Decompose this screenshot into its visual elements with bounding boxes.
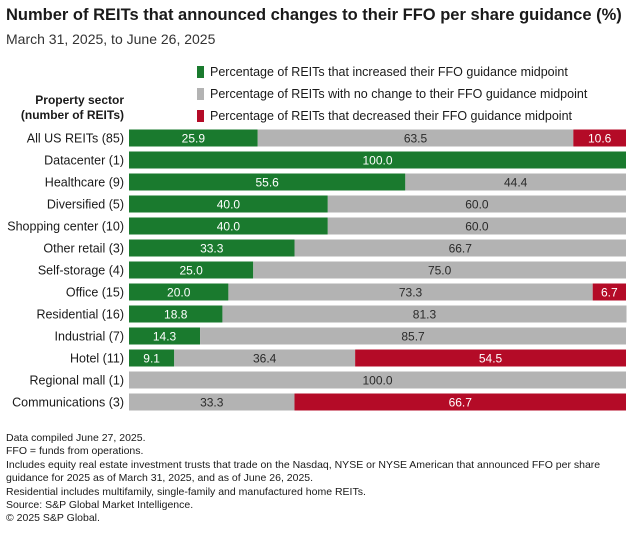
legend-swatch-no-change [197,88,204,100]
bar-residential-no-change [222,305,627,323]
data-label-office-decreased: 6.7 [601,286,618,300]
category-label-hotel: Hotel (11) [70,352,124,366]
footnote-copyright: © 2025 S&P Global. [6,512,100,525]
bar-other-retail-increased [129,239,295,257]
category-axis-header: Property sector (number of REITs) [0,93,124,123]
category-label-communications: Communications (3) [12,396,124,410]
data-label-shopping-center-no-change: 60.0 [465,220,489,234]
chart-subtitle: March 31, 2025, to June 26, 2025 [6,31,216,47]
legend-swatch-increased [197,66,204,78]
bar-communications-decreased [294,393,626,411]
legend-item-increased: Percentage of REITs that increased their… [197,61,587,83]
bar-office-increased [129,283,229,301]
footnote-residential: Residential includes multifamily, single… [6,485,366,498]
footnotes: Data compiled June 27, 2025. FFO = funds… [6,432,636,526]
data-label-hotel-decreased: 54.5 [479,352,503,366]
bar-hotel-decreased [355,349,626,367]
data-label-hotel-increased: 9.1 [143,352,160,366]
bar-communications-no-change [129,393,295,411]
legend-item-no-change: Percentage of REITs with no change to th… [197,83,587,105]
data-label-all-us-reits-increased: 25.9 [182,132,206,146]
category-axis-header-line2: (number of REITs) [20,108,124,122]
data-label-office-increased: 20.0 [167,286,191,300]
bar-self-storage-increased [129,261,254,279]
data-label-hotel-no-change: 36.4 [253,352,277,366]
bar-all-us-reits-decreased [573,129,626,147]
category-label-self-storage: Self-storage (4) [38,264,124,278]
category-label-residential: Residential (16) [36,308,124,322]
chart-legend: Percentage of REITs that increased their… [197,61,587,127]
legend-label-no-change: Percentage of REITs with no change to th… [210,87,588,101]
bar-shopping-center-no-change [327,217,626,235]
data-label-healthcare-increased: 55.6 [255,176,279,190]
bar-diversified-no-change [327,195,626,213]
bar-healthcare-increased [129,173,406,191]
footnote-ffo-definition: FFO = funds from operations. [6,445,144,458]
stacked-bar-chart: All US REITs (85) 25.9 63.5 10.6 Datacenter … [7,129,627,411]
data-label-residential-no-change: 81.3 [413,308,437,322]
category-label-datacenter: Datacenter (1) [44,154,124,168]
bar-regional-mall-no-change [129,371,626,389]
data-label-industrial-no-change: 85.7 [401,330,425,344]
category-label-diversified: Diversified (5) [47,198,124,212]
data-label-other-retail-increased: 33.3 [200,242,224,256]
bar-all-us-reits-no-change [257,129,574,147]
category-label-office: Office (15) [66,286,124,300]
footnote-scope: Includes equity real estate investment t… [6,458,601,485]
data-label-regional-mall-no-change: 100.0 [362,374,392,388]
data-label-self-storage-increased: 25.0 [179,264,203,278]
bar-office-no-change [228,283,593,301]
category-label-regional-mall: Regional mall (1) [30,374,124,388]
bar-other-retail-no-change [294,239,626,257]
bar-industrial-increased [129,327,201,345]
legend-swatch-decreased [197,110,204,122]
data-label-communications-decreased: 66.7 [449,396,473,410]
data-label-residential-increased: 18.8 [164,308,188,322]
data-label-industrial-increased: 14.3 [153,330,177,344]
category-label-industrial: Industrial (7) [55,330,124,344]
data-label-all-us-reits-no-change: 63.5 [404,132,428,146]
category-axis-header-line1: Property sector [35,93,124,107]
bar-residential-increased [129,305,223,323]
data-label-datacenter-increased: 100.0 [362,154,392,168]
category-label-healthcare: Healthcare (9) [45,176,124,190]
legend-label-increased: Percentage of REITs that increased their… [210,65,568,79]
bar-hotel-increased [129,349,175,367]
legend-item-decreased: Percentage of REITs that decreased their… [197,105,587,127]
bar-shopping-center-increased [129,217,328,235]
data-label-shopping-center-increased: 40.0 [217,220,241,234]
category-label-other-retail: Other retail (3) [43,242,124,256]
bar-diversified-increased [129,195,328,213]
chart-title: Number of REITs that announced changes t… [6,6,622,24]
bar-all-us-reits-increased [129,129,258,147]
data-label-communications-no-change: 33.3 [200,396,224,410]
category-label-shopping-center: Shopping center (10) [7,220,124,234]
legend-label-decreased: Percentage of REITs that decreased their… [210,109,572,123]
data-label-diversified-no-change: 60.0 [465,198,489,212]
data-label-healthcare-no-change: 44.4 [504,176,528,190]
bar-datacenter-increased [129,151,626,169]
data-label-self-storage-no-change: 75.0 [428,264,452,278]
bar-office-decreased [592,283,626,301]
category-label-all-us-reits: All US REITs (85) [27,132,124,146]
data-label-diversified-increased: 40.0 [217,198,241,212]
bar-healthcare-no-change [405,173,626,191]
bar-self-storage-no-change [253,261,626,279]
footnote-source: Source: S&P Global Market Intelligence. [6,499,194,512]
data-label-all-us-reits-decreased: 10.6 [588,132,612,146]
data-label-office-no-change: 73.3 [399,286,423,300]
footnote-compiled: Data compiled June 27, 2025. [6,432,146,444]
data-label-other-retail-no-change: 66.7 [449,242,473,256]
bar-industrial-no-change [200,327,627,345]
bar-hotel-no-change [174,349,356,367]
